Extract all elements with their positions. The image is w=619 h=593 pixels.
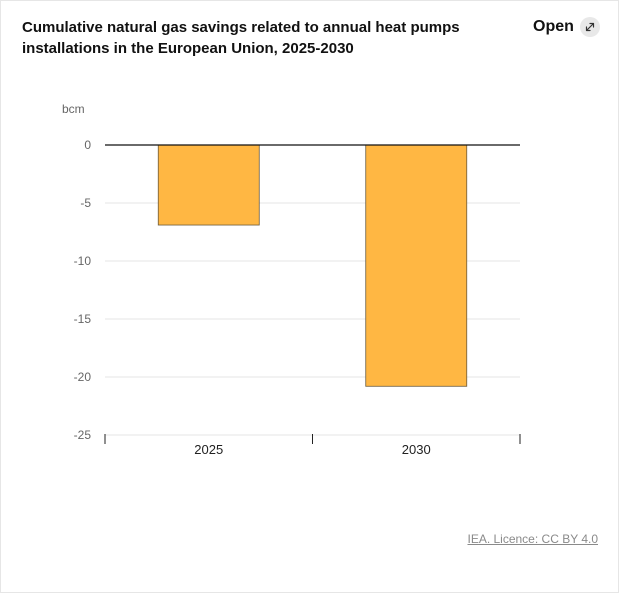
y-tick-label: -25 — [74, 428, 92, 442]
chart-title: Cumulative natural gas savings related t… — [22, 19, 460, 57]
external-link-icon — [579, 17, 600, 37]
open-button[interactable]: Open — [533, 17, 600, 37]
x-axis: 2025 2030 — [104, 434, 521, 457]
y-axis-tick-labels: 0 -5 -10 -15 -20 -25 — [74, 138, 92, 442]
bars — [157, 144, 468, 387]
y-tick-label: -10 — [74, 254, 92, 268]
y-tick-label: -15 — [74, 312, 92, 326]
bar-2030 — [365, 144, 468, 387]
bar-chart: bcm 0 -5 -10 -15 -20 -25 2025 2030 — [62, 102, 521, 457]
y-axis-unit-label: bcm — [62, 102, 85, 116]
x-category-label: 2030 — [402, 442, 431, 457]
source-credit-link[interactable]: IEA. Licence: CC BY 4.0 — [467, 532, 598, 546]
y-tick-label: 0 — [84, 138, 91, 152]
y-tick-label: -20 — [74, 370, 92, 384]
x-category-label: 2025 — [194, 442, 223, 457]
bar-2025 — [157, 144, 260, 226]
y-tick-label: -5 — [80, 196, 91, 210]
open-button-label: Open — [533, 18, 574, 35]
